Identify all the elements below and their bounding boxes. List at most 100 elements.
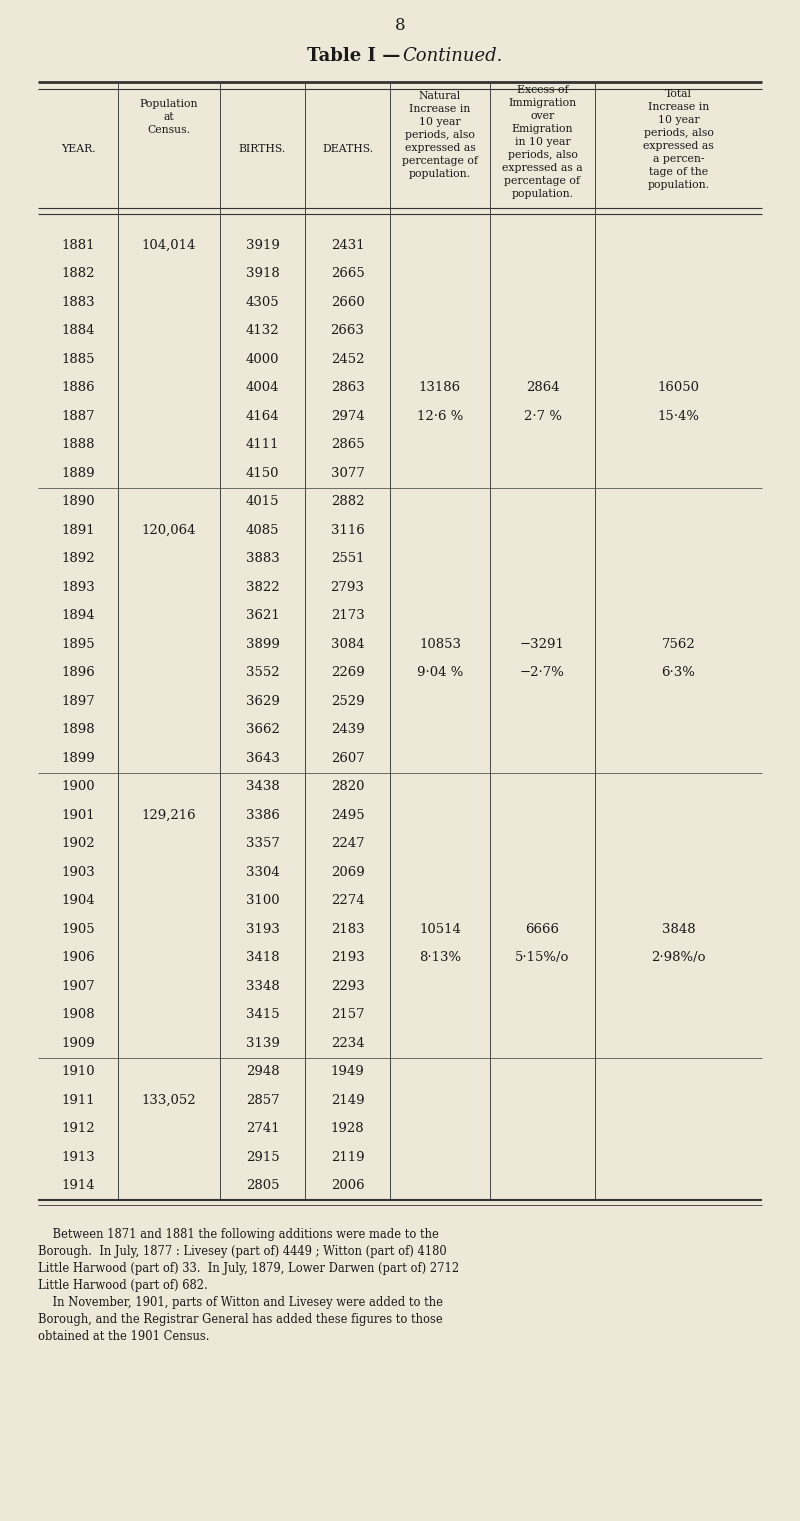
Text: Continued.: Continued. <box>402 47 502 65</box>
Text: 1912: 1912 <box>61 1122 95 1135</box>
Text: In November, 1901, parts of Witton and Livesey were added to the: In November, 1901, parts of Witton and L… <box>38 1296 443 1310</box>
Text: 6666: 6666 <box>526 923 559 935</box>
Text: 1881: 1881 <box>62 239 94 252</box>
Text: 2293: 2293 <box>330 980 364 993</box>
Text: 2660: 2660 <box>330 295 364 309</box>
Text: periods, also: periods, also <box>405 129 475 140</box>
Text: 3348: 3348 <box>246 980 279 993</box>
Text: 2431: 2431 <box>330 239 364 252</box>
Text: 3643: 3643 <box>246 751 279 765</box>
Text: periods, also: periods, also <box>507 151 578 160</box>
Text: 5·15%/o: 5·15%/o <box>515 951 570 964</box>
Text: 1897: 1897 <box>61 695 95 707</box>
Text: 12·6 %: 12·6 % <box>417 409 463 423</box>
Text: 2865: 2865 <box>330 438 364 452</box>
Text: 4004: 4004 <box>246 382 279 394</box>
Text: 13186: 13186 <box>419 382 461 394</box>
Text: 10 year: 10 year <box>419 117 461 126</box>
Text: 2149: 2149 <box>330 1094 364 1107</box>
Text: 1902: 1902 <box>61 837 95 850</box>
Text: 4164: 4164 <box>246 409 279 423</box>
Text: 8: 8 <box>394 18 406 35</box>
Text: 2183: 2183 <box>330 923 364 935</box>
Text: 3621: 3621 <box>246 610 279 622</box>
Text: 1914: 1914 <box>61 1179 95 1192</box>
Text: 15·4%: 15·4% <box>658 409 699 423</box>
Text: Table I —: Table I — <box>306 47 400 65</box>
Text: 2551: 2551 <box>330 552 364 566</box>
Text: 2863: 2863 <box>330 382 364 394</box>
Text: 2274: 2274 <box>330 894 364 907</box>
Text: 2974: 2974 <box>330 409 364 423</box>
Text: 1900: 1900 <box>61 780 95 794</box>
Text: Increase in: Increase in <box>410 103 470 114</box>
Text: Census.: Census. <box>147 125 190 135</box>
Text: tage of the: tage of the <box>649 167 708 176</box>
Text: 4150: 4150 <box>246 467 279 479</box>
Text: 1886: 1886 <box>61 382 95 394</box>
Text: Emigration: Emigration <box>512 125 574 134</box>
Text: 1882: 1882 <box>62 268 94 280</box>
Text: 3899: 3899 <box>246 637 279 651</box>
Text: −3291: −3291 <box>520 637 565 651</box>
Text: 3357: 3357 <box>246 837 279 850</box>
Text: 1913: 1913 <box>61 1151 95 1164</box>
Text: 2663: 2663 <box>330 324 365 338</box>
Text: percentage of: percentage of <box>505 176 581 186</box>
Text: 3304: 3304 <box>246 865 279 879</box>
Text: 1895: 1895 <box>61 637 95 651</box>
Text: 1908: 1908 <box>61 1008 95 1021</box>
Text: 3848: 3848 <box>662 923 695 935</box>
Text: 2069: 2069 <box>330 865 364 879</box>
Text: Borough, and the Registrar General has added these figures to those: Borough, and the Registrar General has a… <box>38 1313 442 1326</box>
Text: 1949: 1949 <box>330 1065 364 1078</box>
Text: percentage of: percentage of <box>402 157 478 166</box>
Text: 3629: 3629 <box>246 695 279 707</box>
Text: 2864: 2864 <box>526 382 559 394</box>
Text: 1890: 1890 <box>61 496 95 508</box>
Text: BIRTHS.: BIRTHS. <box>239 143 286 154</box>
Text: 3100: 3100 <box>246 894 279 907</box>
Text: 2820: 2820 <box>330 780 364 794</box>
Text: Excess of: Excess of <box>517 85 568 94</box>
Text: 1904: 1904 <box>61 894 95 907</box>
Text: 2793: 2793 <box>330 581 365 593</box>
Text: 2948: 2948 <box>246 1065 279 1078</box>
Text: 2495: 2495 <box>330 809 364 821</box>
Text: Natural: Natural <box>419 91 461 100</box>
Text: 3918: 3918 <box>246 268 279 280</box>
Text: 4132: 4132 <box>246 324 279 338</box>
Text: 1889: 1889 <box>61 467 95 479</box>
Text: 3386: 3386 <box>246 809 279 821</box>
Text: 4015: 4015 <box>246 496 279 508</box>
Text: 3415: 3415 <box>246 1008 279 1021</box>
Text: population.: population. <box>409 169 471 179</box>
Text: in 10 year: in 10 year <box>514 137 570 148</box>
Text: 1885: 1885 <box>62 353 94 365</box>
Text: 3822: 3822 <box>246 581 279 593</box>
Text: 1906: 1906 <box>61 951 95 964</box>
Text: 1896: 1896 <box>61 666 95 680</box>
Text: 10853: 10853 <box>419 637 461 651</box>
Text: 2741: 2741 <box>246 1122 279 1135</box>
Text: Population: Population <box>140 99 198 110</box>
Text: 2452: 2452 <box>330 353 364 365</box>
Text: Little Harwood (part of) 682.: Little Harwood (part of) 682. <box>38 1279 208 1291</box>
Text: 2805: 2805 <box>246 1179 279 1192</box>
Text: 4000: 4000 <box>246 353 279 365</box>
Text: 3116: 3116 <box>330 523 364 537</box>
Text: 16050: 16050 <box>658 382 699 394</box>
Text: 1887: 1887 <box>61 409 95 423</box>
Text: Increase in: Increase in <box>648 102 709 113</box>
Text: 1928: 1928 <box>330 1122 364 1135</box>
Text: 2193: 2193 <box>330 951 364 964</box>
Text: 2665: 2665 <box>330 268 364 280</box>
Text: 2439: 2439 <box>330 724 364 736</box>
Text: 4111: 4111 <box>246 438 279 452</box>
Text: 104,014: 104,014 <box>142 239 196 252</box>
Text: expressed as: expressed as <box>643 141 714 151</box>
Text: at: at <box>164 113 174 122</box>
Text: 1907: 1907 <box>61 980 95 993</box>
Text: 1892: 1892 <box>61 552 95 566</box>
Text: 1893: 1893 <box>61 581 95 593</box>
